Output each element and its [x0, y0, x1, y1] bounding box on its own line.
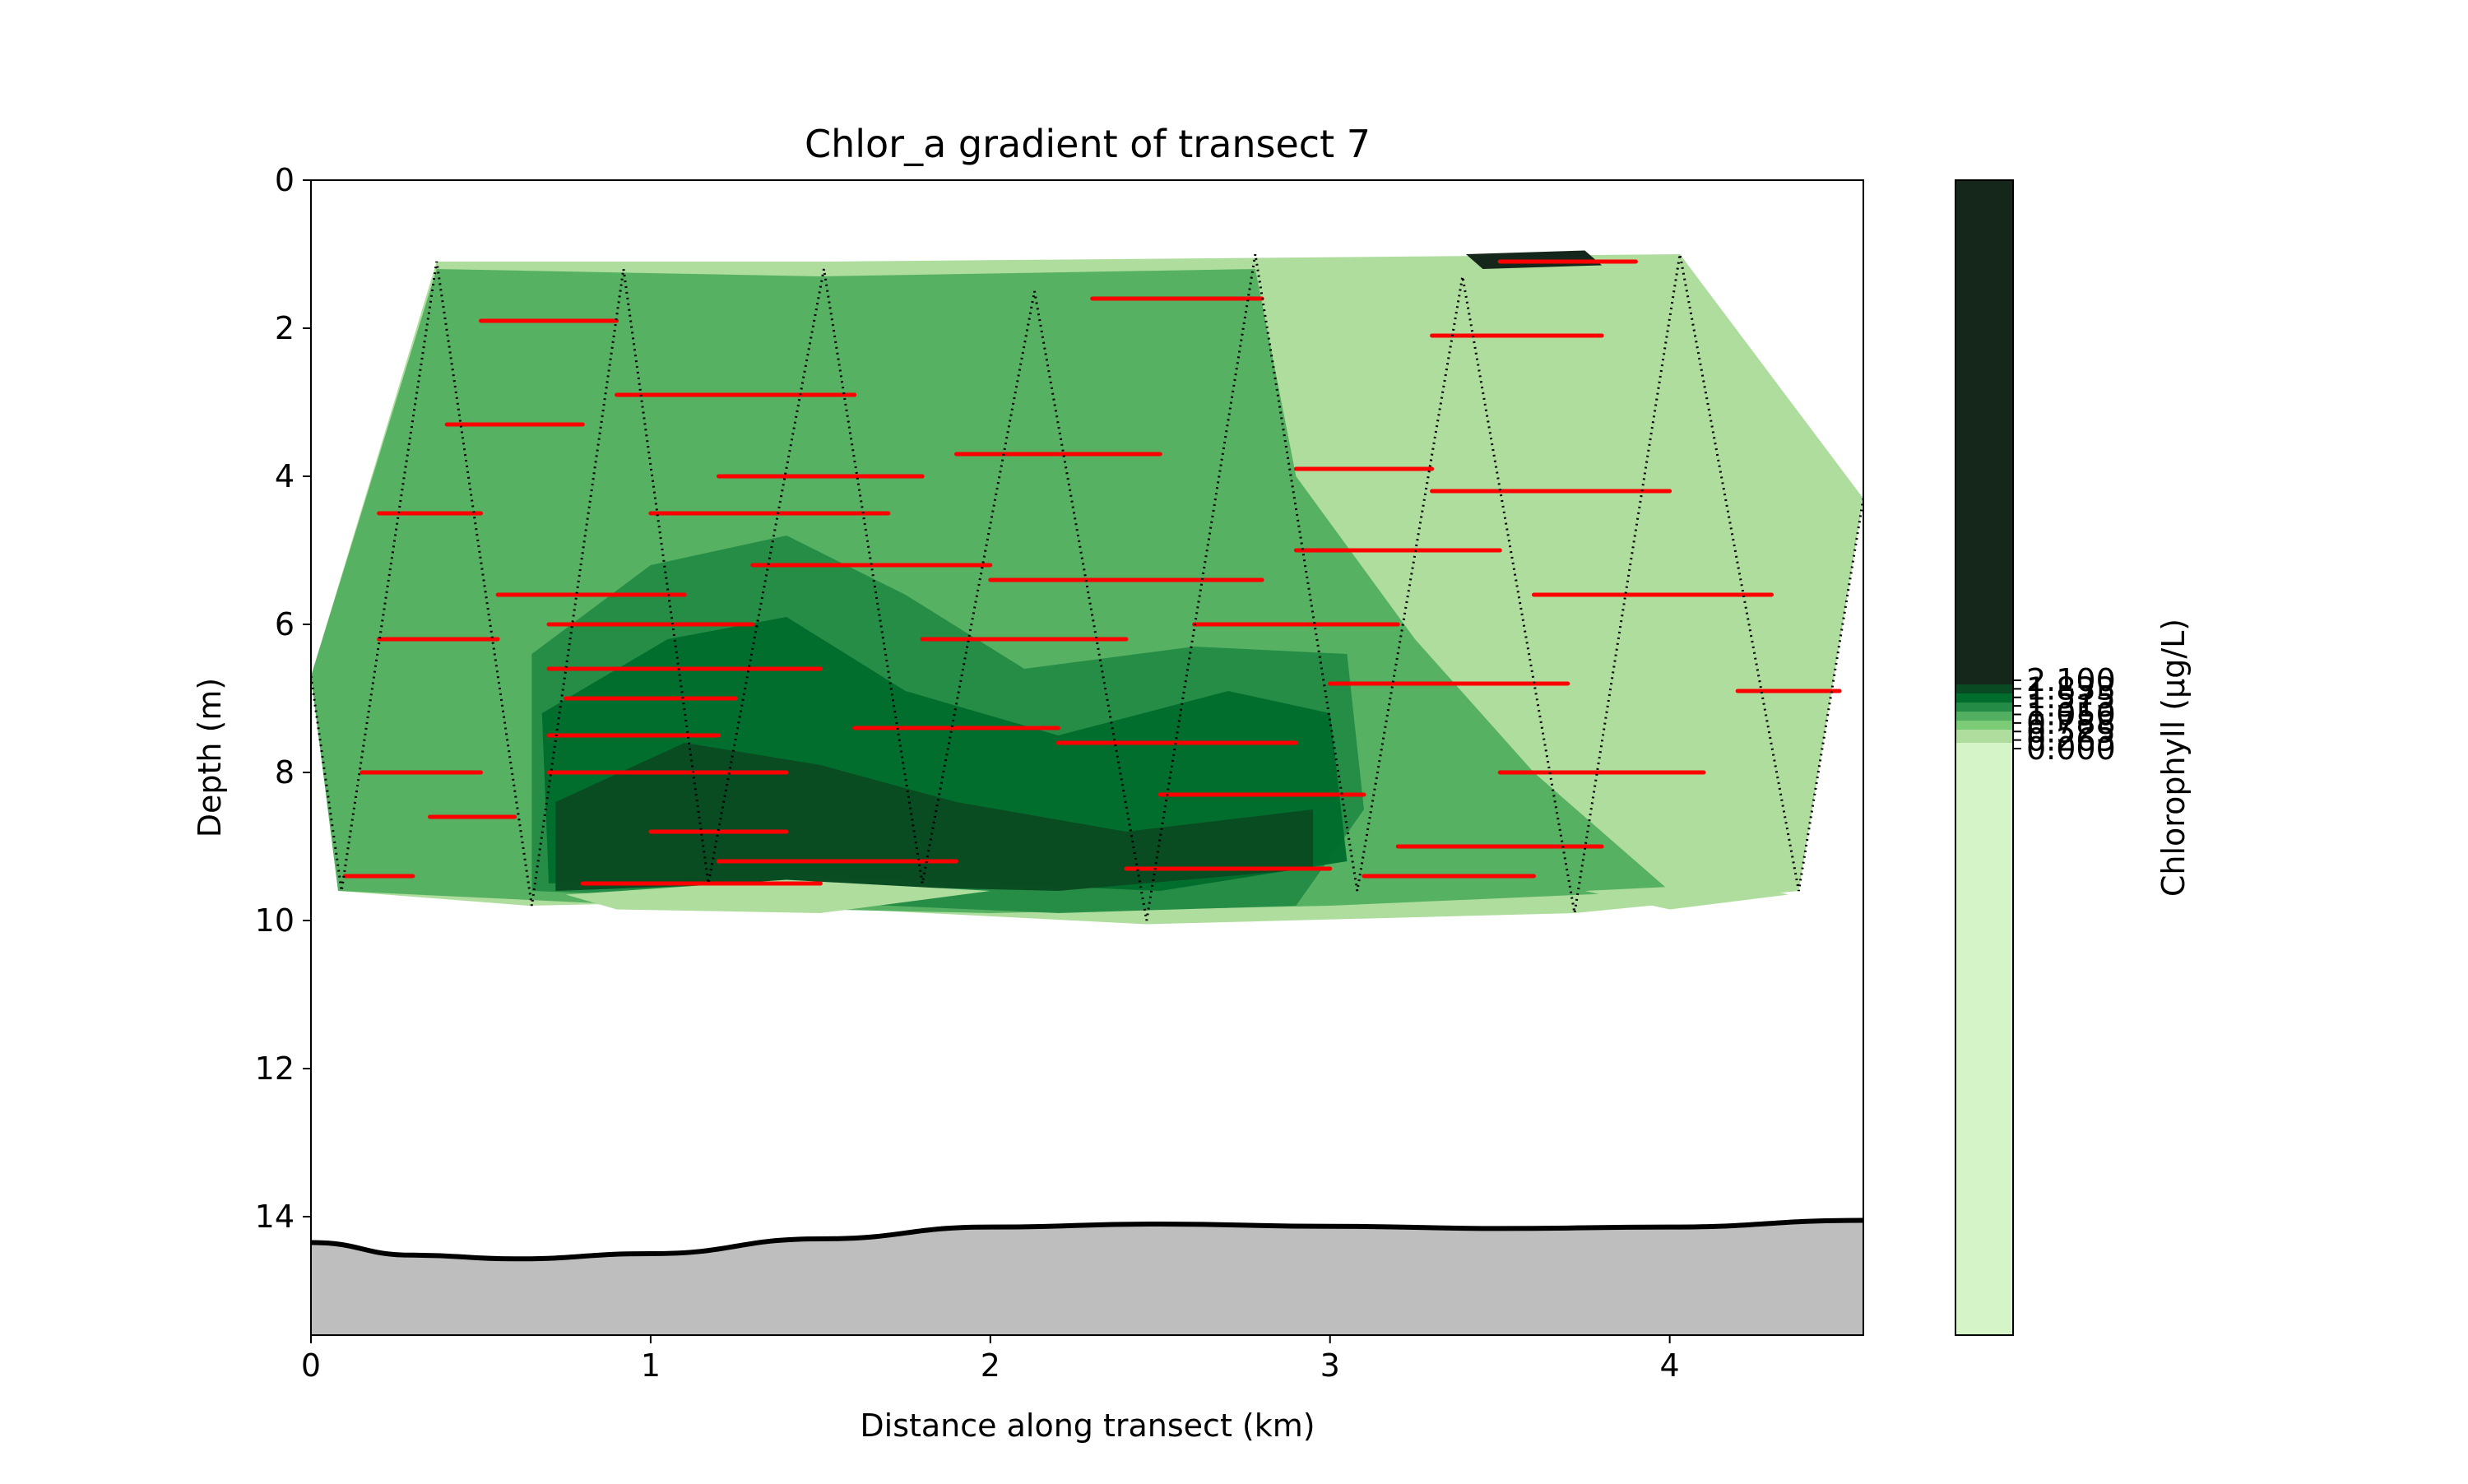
seabed-line — [311, 1217, 1863, 1262]
y-axis-label: Depth (m) — [192, 678, 228, 838]
colorbar-tick-label: 0.525 — [2026, 713, 2116, 749]
colorbar-swatch — [1955, 693, 2013, 703]
chlorophyll-field-patch — [565, 879, 990, 913]
y-tick-label: 2 — [275, 310, 295, 346]
colorbar-swatch — [1955, 730, 2013, 743]
x-tick-label: 2 — [981, 1347, 1000, 1384]
glider-profile-path — [311, 253, 1863, 921]
y-tick-label: 12 — [255, 1050, 295, 1087]
colorbar-swatch — [1955, 703, 2013, 712]
colorbar-tick-label: 1.833 — [2026, 670, 2116, 707]
y-tick-label: 14 — [255, 1199, 295, 1235]
colorbar-swatch — [1955, 712, 2013, 721]
x-tick-label: 4 — [1660, 1347, 1680, 1384]
colorbar-swatch — [1955, 721, 2013, 730]
x-tick-label: 0 — [301, 1347, 321, 1384]
colorbar-swatch — [1955, 743, 2013, 1335]
x-axis-label: Distance along transect (km) — [860, 1407, 1315, 1444]
colorbar-tick-label: 0.788 — [2026, 705, 2116, 741]
seabed-fill — [311, 1220, 1863, 1335]
x-tick-label: 1 — [641, 1347, 661, 1384]
colorbar-tick-label: 1.575 — [2026, 679, 2116, 716]
plot-frame — [310, 179, 1864, 1336]
colorbar-tick-label: 0.263 — [2026, 722, 2116, 758]
y-tick-label: 4 — [275, 458, 295, 494]
colorbar-label: Chlorophyll (µg/L) — [2155, 619, 2192, 897]
y-tick-label: 6 — [275, 606, 295, 642]
colorbar-tick-label: 2.100 — [2026, 662, 2116, 698]
colorbar-swatch — [1955, 180, 2013, 684]
chlorophyll-field-patch — [1584, 883, 1789, 910]
colorbar-tick-label: 1.050 — [2026, 697, 2116, 733]
colorbar-swatch — [1955, 684, 2013, 693]
y-tick-label: 8 — [275, 754, 295, 791]
y-tick-label: 10 — [255, 902, 295, 939]
y-tick-label: 0 — [275, 162, 295, 198]
colorbar-frame — [1955, 179, 2014, 1336]
colorbar-tick-label: 1.313 — [2026, 688, 2116, 724]
colorbar-tick-label: 0.000 — [2026, 730, 2116, 767]
chart-title: Chlor_a gradient of transect 7 — [805, 122, 1371, 166]
x-tick-label: 3 — [1320, 1347, 1340, 1384]
